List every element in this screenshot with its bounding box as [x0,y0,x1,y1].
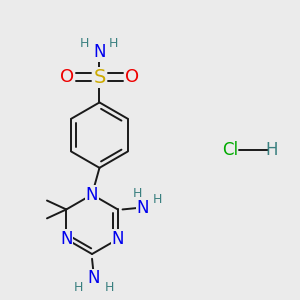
Text: S: S [93,68,106,87]
Text: H: H [104,281,114,294]
Text: H: H [79,37,89,50]
Text: Cl: Cl [222,141,238,159]
Text: H: H [153,193,162,206]
Text: N: N [112,230,124,248]
Text: O: O [60,68,74,86]
Text: N: N [93,43,106,61]
Text: H: H [74,281,83,294]
Text: N: N [137,199,149,217]
Text: N: N [60,230,73,248]
Text: H: H [266,141,278,159]
Text: H: H [133,187,142,200]
Text: O: O [124,68,139,86]
Text: H: H [109,37,119,50]
Text: N: N [87,269,100,287]
Text: N: N [86,186,98,204]
